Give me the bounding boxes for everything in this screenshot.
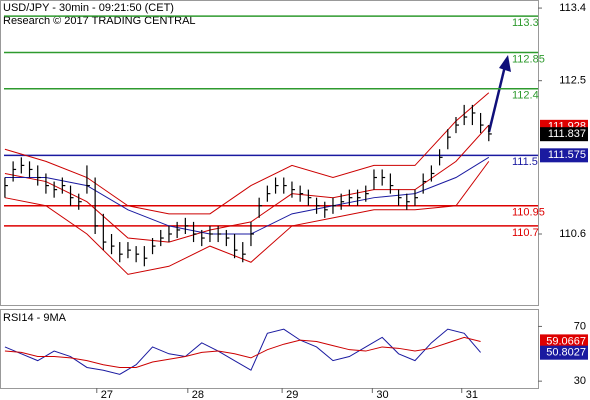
x-tick-label: 30 xyxy=(376,389,388,400)
price-label: 111.575 xyxy=(548,149,586,161)
y-tick-label: 112.5 xyxy=(559,75,586,87)
forecast-arrow xyxy=(487,55,511,133)
price-label-box xyxy=(540,334,588,349)
chart-subtitle: Research © 2017 TRADING CENTRAL xyxy=(3,15,196,27)
level-label: 112.85 xyxy=(512,53,545,65)
level-label: 110.95 xyxy=(512,207,545,219)
price-label: 111.837 xyxy=(548,128,586,140)
level-label: 111.5 xyxy=(512,156,538,168)
rsi-title: RSI14 - 9MA xyxy=(3,312,67,324)
price-label-box xyxy=(540,127,588,142)
x-tick-label: 31 xyxy=(466,389,478,400)
level-label: 112.4 xyxy=(512,90,539,102)
price-label: 50.8027 xyxy=(546,347,586,359)
level-label: 113.3 xyxy=(512,17,539,29)
price-label: 59.0667 xyxy=(546,335,586,347)
indicator-line xyxy=(4,328,481,375)
price-label-box xyxy=(540,345,588,360)
x-tick-label: 29 xyxy=(286,389,298,400)
x-tick-label: 28 xyxy=(192,389,204,400)
indicator-line xyxy=(4,161,490,275)
y-tick-label: 110.6 xyxy=(559,228,586,240)
x-tick-label: 27 xyxy=(101,389,113,400)
y-tick-label: 70 xyxy=(574,320,586,332)
y-tick-label: 113.4 xyxy=(559,2,586,14)
level-label: 110.7 xyxy=(512,227,539,239)
price-label-box xyxy=(540,148,588,163)
price-panel xyxy=(0,0,539,306)
y-tick-label: 30 xyxy=(574,375,586,387)
indicator-line xyxy=(4,336,481,368)
chart-title: USD/JPY - 30min - 09:21:50 (CET) xyxy=(3,2,174,14)
